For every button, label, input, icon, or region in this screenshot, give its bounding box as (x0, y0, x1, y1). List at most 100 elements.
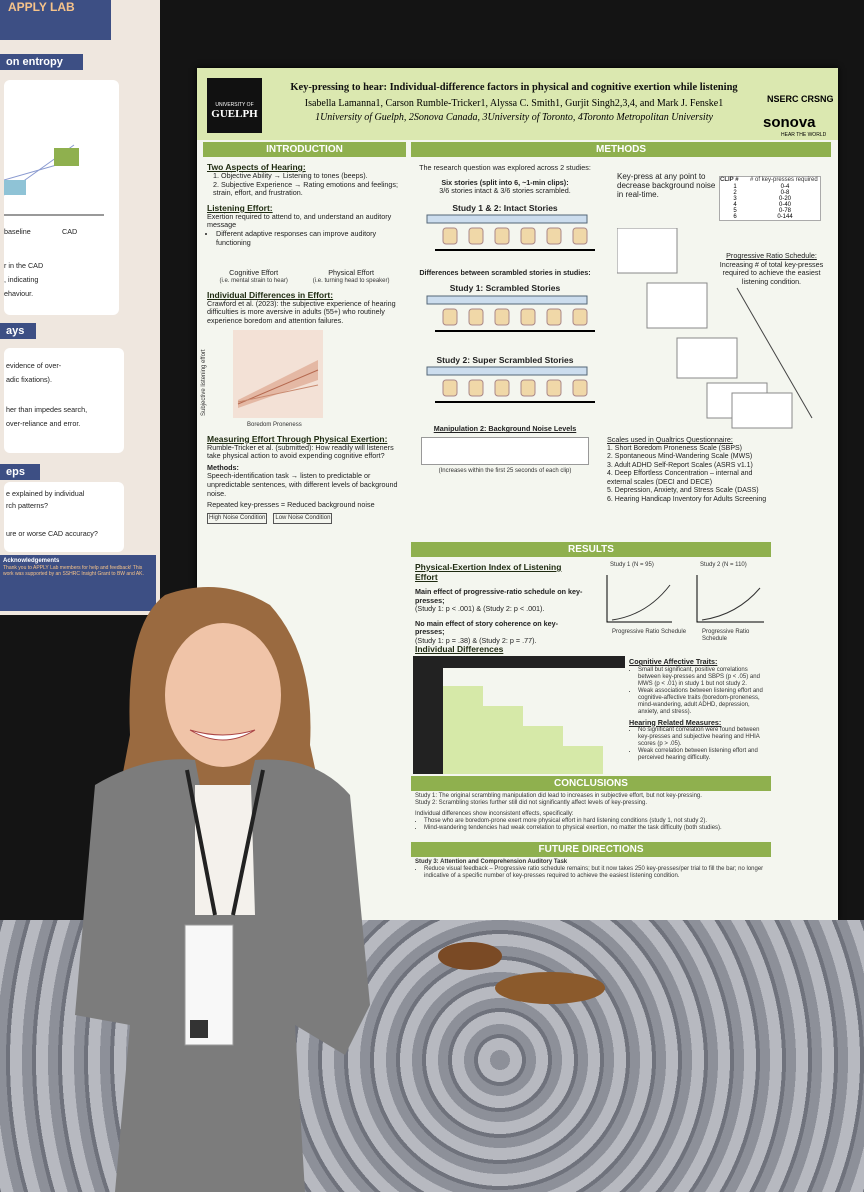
clip: 1 (733, 184, 737, 190)
text: The research question was explored acros… (419, 163, 591, 172)
future: Study 3: Attention and Comprehension Aud… (415, 859, 770, 880)
bullet: Reduce visual feedback – Progressive rat… (424, 866, 770, 880)
text: Key-press at any point to decrease backg… (617, 172, 716, 199)
panel (4, 482, 124, 552)
item: Study 1: The original scrambling manipul… (415, 793, 702, 799)
clip: 5 (733, 208, 737, 214)
authors: Isabella Lamanna1, Carson Rumble-Tricker… (304, 98, 724, 109)
subheading: Scales used in Qualtrics Questionnaire: (607, 435, 733, 444)
figure: Subjective listening effort Boredom Pron… (201, 326, 402, 434)
subheading: Listening Effort: (207, 202, 273, 213)
clip: 2 (733, 190, 737, 196)
poster: UNIVERSITY OF GUELPH Key-pressing to hea… (197, 68, 838, 920)
row: CLIP # # of key-presses required (720, 177, 820, 184)
label: Physical Effort (328, 268, 375, 278)
noise-table (421, 436, 589, 465)
keypress-note: Key-press at any point to decrease backg… (617, 172, 717, 199)
plot-title: Study 2 (N = 110) (700, 562, 747, 568)
effort: Cognitive Effort (i.e. mental strain to h… (219, 269, 287, 285)
heading: eps (0, 464, 40, 480)
text: 3/6 stories intact & 3/6 stories scrambl… (439, 186, 571, 196)
section-bar: CONCLUSIONS (411, 776, 771, 791)
presses: 0-4 (780, 184, 790, 190)
effort-icons: Cognitive Effort (i.e. mental strain to h… (207, 269, 402, 285)
text: rch patterns? (6, 501, 48, 510)
scale: 3. Adult ADHD Self-Report Scales (ASRS v… (607, 461, 753, 469)
scale: 1. Short Boredom Proneness Scale (SBPS) (607, 444, 743, 452)
bullet: Those who are boredom-prone exert more p… (424, 818, 770, 825)
timeline (426, 295, 595, 332)
axis-label: Progressive Ratio Schedule (702, 629, 750, 642)
section-bar: RESULTS (411, 542, 771, 557)
subheading: Cognitive Affective Traits: (629, 657, 718, 666)
left-poster: APPLY LAB on entropy baseline CAD r in t… (0, 0, 160, 615)
text: Speech-identification task → listen to p… (207, 471, 398, 498)
logo-text: GUELPH (211, 108, 258, 120)
subheading: Individual Differences (415, 644, 504, 654)
logo-guelph: UNIVERSITY OF GUELPH (207, 78, 262, 133)
conclusions: Study 1: The original scrambling manipul… (415, 793, 770, 832)
text: ure or worse CAD accuracy? (6, 529, 98, 538)
item: 2. Subjective Experience → Rating emotio… (213, 179, 398, 198)
text: Repeated key-presses = Reduced backgroun… (207, 500, 375, 510)
text: adic fixations). (6, 375, 52, 384)
text: evidence of over- (6, 361, 62, 370)
diagram (4, 144, 104, 216)
subheading: Hearing Related Measures: (629, 717, 722, 727)
panel (4, 348, 124, 453)
scale: 2. Spontaneous Mind-Wandering Scale (MWS… (607, 453, 753, 461)
plot-title: Study 1 (N = 95) (610, 562, 654, 568)
row: 5 0-78 (720, 208, 820, 214)
timeline (426, 366, 595, 404)
text: Increasing # of total key-presses requir… (719, 259, 824, 286)
label: Cognitive Effort (229, 268, 279, 278)
conditions: High Noise Condition Low Noise Condition (207, 512, 402, 524)
condition: Low Noise Condition (273, 512, 333, 524)
plot (233, 329, 323, 418)
label: Methods: (207, 462, 239, 472)
axis-label: Boredom Proneness (247, 421, 302, 428)
subheading: Physical-Exertion Index of Listening Eff… (415, 562, 562, 582)
row: 3 0-20 (720, 196, 820, 202)
logo-sonova: sonova (763, 114, 816, 131)
presses: 0-8 (780, 190, 790, 196)
text: r in the CAD (4, 261, 44, 270)
heading: ays (0, 323, 36, 339)
text: Exertion required to attend to, and unde… (207, 211, 392, 230)
poster-title: Key-pressing to hear: Individual-differe… (290, 82, 738, 93)
subheading: Study 3: Attention and Comprehension Aud… (415, 859, 568, 865)
section-bar: FUTURE DIRECTIONS (411, 842, 771, 857)
row: 6 0-144 (720, 214, 820, 220)
text: Rumble-Tricker et al. (submitted): How r… (207, 442, 394, 461)
header: CLIP # (720, 177, 739, 183)
header: # of key-presses required (750, 177, 818, 183)
text: No main effect of story coherence on key… (415, 618, 558, 637)
effort: Physical Effort (i.e. turning head to spe… (313, 269, 390, 285)
clip: 4 (733, 202, 737, 208)
presses: 0-20 (778, 196, 791, 202)
correlation-table (413, 656, 625, 774)
text: over-reliance and error. (6, 419, 81, 428)
subheading: Progressive Ratio Schedule: (726, 251, 817, 260)
scale: 5. Depression, Anxiety, and Stress Scale… (607, 487, 759, 495)
text: Crawford et al. (2023): the subjective e… (207, 298, 396, 325)
row: 4 0-40 (720, 202, 820, 208)
result-plots: Study 1 (N = 95) Study 2 (N = 110) Progr… (592, 562, 772, 642)
plots (606, 575, 764, 623)
bullet: Different adaptive responses can improve… (216, 229, 402, 247)
note: (Increases within the first 25 seconds o… (438, 467, 572, 474)
note: (i.e. mental strain to hear) (219, 277, 288, 284)
row: 2 0-8 (720, 190, 820, 196)
subheading: Measuring Effort Through Physical Exerti… (207, 433, 388, 444)
poster-header (197, 68, 838, 140)
text: e explained by individual (6, 489, 85, 498)
subheading: Individual Differences in Effort: (207, 289, 334, 300)
text: (Study 1: p < .001) & (Study 2: p < .001… (415, 604, 545, 614)
subheading: Manipulation 2: Background Noise Levels (433, 424, 577, 434)
methods-column: The research question was explored acros… (415, 163, 595, 475)
person (75, 587, 370, 1192)
ack-title: Acknowledgements (3, 558, 60, 564)
condition: High Noise Condition (207, 512, 268, 524)
note: (i.e. turning head to speaker) (312, 277, 390, 284)
